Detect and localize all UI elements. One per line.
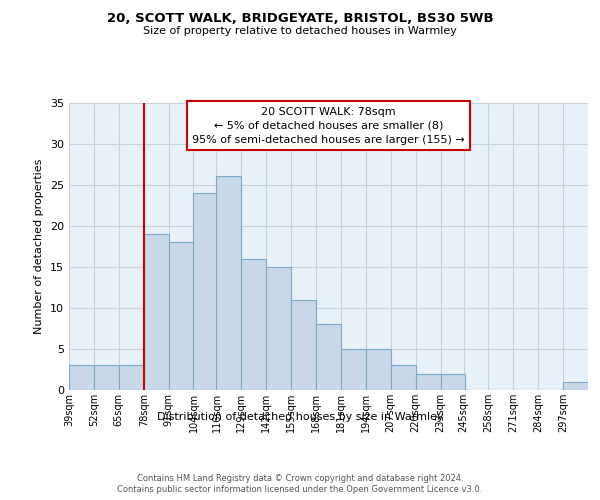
Bar — [416, 374, 440, 390]
Bar — [241, 258, 266, 390]
Y-axis label: Number of detached properties: Number of detached properties — [34, 158, 44, 334]
Bar — [341, 349, 366, 390]
Bar — [316, 324, 341, 390]
Bar — [217, 176, 241, 390]
Text: 20 SCOTT WALK: 78sqm
← 5% of detached houses are smaller (8)
95% of semi-detache: 20 SCOTT WALK: 78sqm ← 5% of detached ho… — [192, 107, 465, 145]
Bar — [266, 267, 291, 390]
Bar — [440, 374, 466, 390]
Text: Size of property relative to detached houses in Warmley: Size of property relative to detached ho… — [143, 26, 457, 36]
Text: 20, SCOTT WALK, BRIDGEYATE, BRISTOL, BS30 5WB: 20, SCOTT WALK, BRIDGEYATE, BRISTOL, BS3… — [107, 12, 493, 26]
Bar — [563, 382, 588, 390]
Bar — [193, 193, 218, 390]
Bar — [291, 300, 316, 390]
Text: Contains public sector information licensed under the Open Government Licence v3: Contains public sector information licen… — [118, 485, 482, 494]
Bar — [94, 366, 119, 390]
Text: Distribution of detached houses by size in Warmley: Distribution of detached houses by size … — [157, 412, 443, 422]
Bar — [366, 349, 391, 390]
Bar — [119, 366, 143, 390]
Bar — [143, 234, 169, 390]
Bar — [169, 242, 193, 390]
Bar — [69, 366, 94, 390]
Bar — [391, 366, 416, 390]
Text: Contains HM Land Registry data © Crown copyright and database right 2024.: Contains HM Land Registry data © Crown c… — [137, 474, 463, 483]
